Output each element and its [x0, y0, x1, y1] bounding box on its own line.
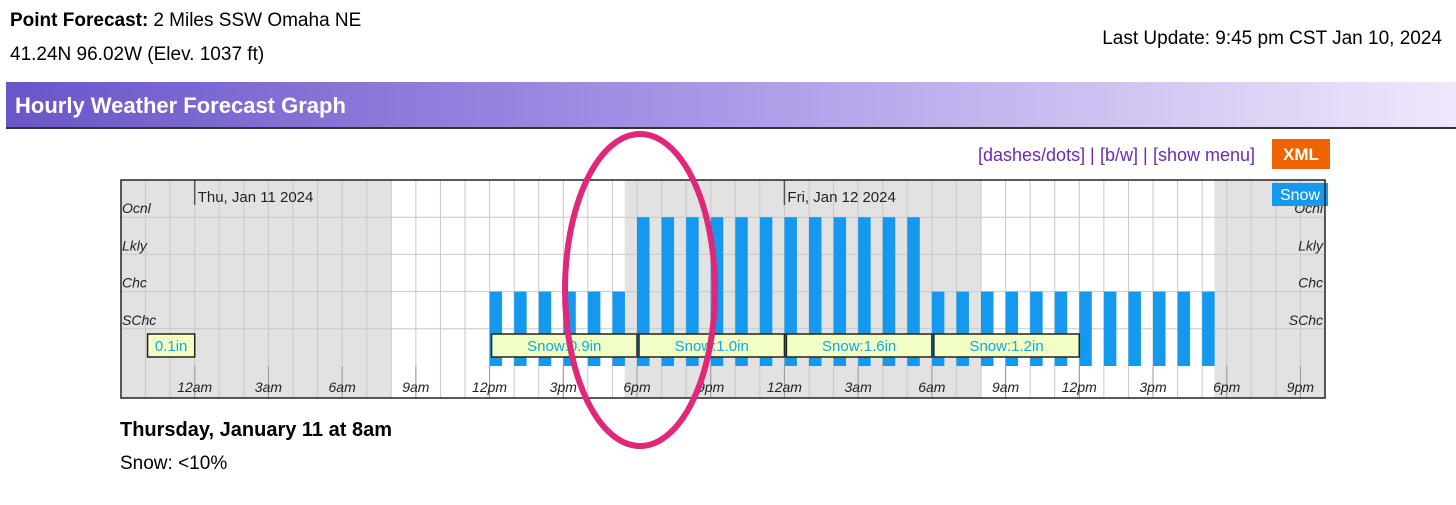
bar [686, 217, 699, 366]
y-tick-label: Lkly [122, 237, 148, 253]
x-tick-label: 3am [845, 379, 873, 395]
link[interactable]: [dashes/dots] [978, 145, 1085, 165]
x-tick-label: 9pm [1287, 379, 1315, 395]
bar [882, 217, 896, 366]
y-tick-label: Chc [122, 275, 147, 291]
links: [dashes/dots] | [b/w] | [show menu] [978, 145, 1255, 165]
bar [907, 217, 920, 366]
highlight-circle [562, 131, 718, 449]
amount-box [933, 333, 1081, 358]
night-shade [624, 180, 981, 398]
separator: | [1143, 145, 1148, 165]
coordinates: 41.24N 96.02W (Elev. 1037 ft) [10, 44, 264, 65]
x-tick-label: 6am [329, 379, 357, 395]
amount-label: 0.1in [155, 338, 188, 355]
y-tick-label: Ocnl [122, 200, 152, 216]
day-label: Fri, Jan 12 2024 [787, 189, 895, 206]
header-line: Point Forecast: 2 Miles SSW Omaha NE [10, 10, 361, 31]
label: Point Forecast: [10, 10, 148, 31]
bar [858, 217, 871, 366]
x-tick-label: 9am [992, 379, 1020, 395]
x-tick-label: 9pm [697, 379, 725, 395]
amount-box [146, 333, 196, 358]
bar [784, 217, 797, 366]
bar [1177, 291, 1191, 366]
x-tick-label: 3pm [550, 379, 578, 395]
xml-label[interactable]: XML [1283, 145, 1319, 164]
location: 2 Miles SSW Omaha NE [153, 10, 361, 31]
bar [735, 217, 748, 366]
x-tick-label: 6am [918, 379, 946, 395]
banner-title: Hourly Weather Forecast Graph [15, 93, 346, 118]
bar [637, 217, 650, 366]
x-tick-label: 12am [767, 379, 802, 395]
amount-label: Snow:1.6in [822, 338, 896, 355]
x-tick-label: 6pm [1213, 379, 1241, 395]
separator: | [1090, 145, 1095, 165]
x-tick-label: 12am [177, 379, 212, 395]
amount-box [490, 333, 638, 358]
link[interactable]: [show menu] [1153, 145, 1255, 165]
plot-frame [120, 179, 1326, 399]
detail-text: Snow: <10% [120, 453, 227, 474]
amount-label: Snow:0.9in [527, 338, 601, 355]
bar [809, 217, 822, 366]
bar [1079, 291, 1092, 366]
bar [1128, 291, 1141, 366]
y-tick-label-right: SChc [1289, 312, 1323, 328]
x-tick-label: 9am [402, 379, 430, 395]
detail-title: Thursday, January 11 at 8am [120, 419, 392, 441]
bar [1202, 291, 1215, 366]
link[interactable]: [b/w] [1100, 145, 1138, 165]
x-tick-label: 3pm [1139, 379, 1167, 395]
y-tick-label-right: Chc [1298, 275, 1323, 291]
day-label: Thu, Jan 11 2024 [198, 189, 314, 206]
legend-label: Snow [1280, 187, 1320, 204]
legend-swatch [1272, 183, 1328, 206]
bar [1153, 291, 1166, 366]
last-update: Last Update: 9:45 pm CST Jan 10, 2024 [1102, 28, 1442, 49]
banner [6, 82, 1456, 127]
x-tick-label: 6pm [623, 379, 651, 395]
y-tick-label: SChc [122, 312, 156, 328]
x-tick-label: 12pm [1062, 379, 1097, 395]
x-tick-label: 12pm [472, 379, 507, 395]
bar [759, 217, 773, 366]
night-shade [121, 180, 392, 398]
bar [833, 217, 847, 366]
y-tick-label-right: Lkly [1298, 237, 1324, 253]
amount-box [785, 333, 933, 358]
bar [661, 217, 675, 366]
xml-button[interactable] [1272, 139, 1330, 169]
amount-label: Snow:1.2in [969, 338, 1043, 355]
x-tick-label: 3am [255, 379, 283, 395]
night-shade [1214, 180, 1325, 398]
bar [1103, 291, 1117, 366]
